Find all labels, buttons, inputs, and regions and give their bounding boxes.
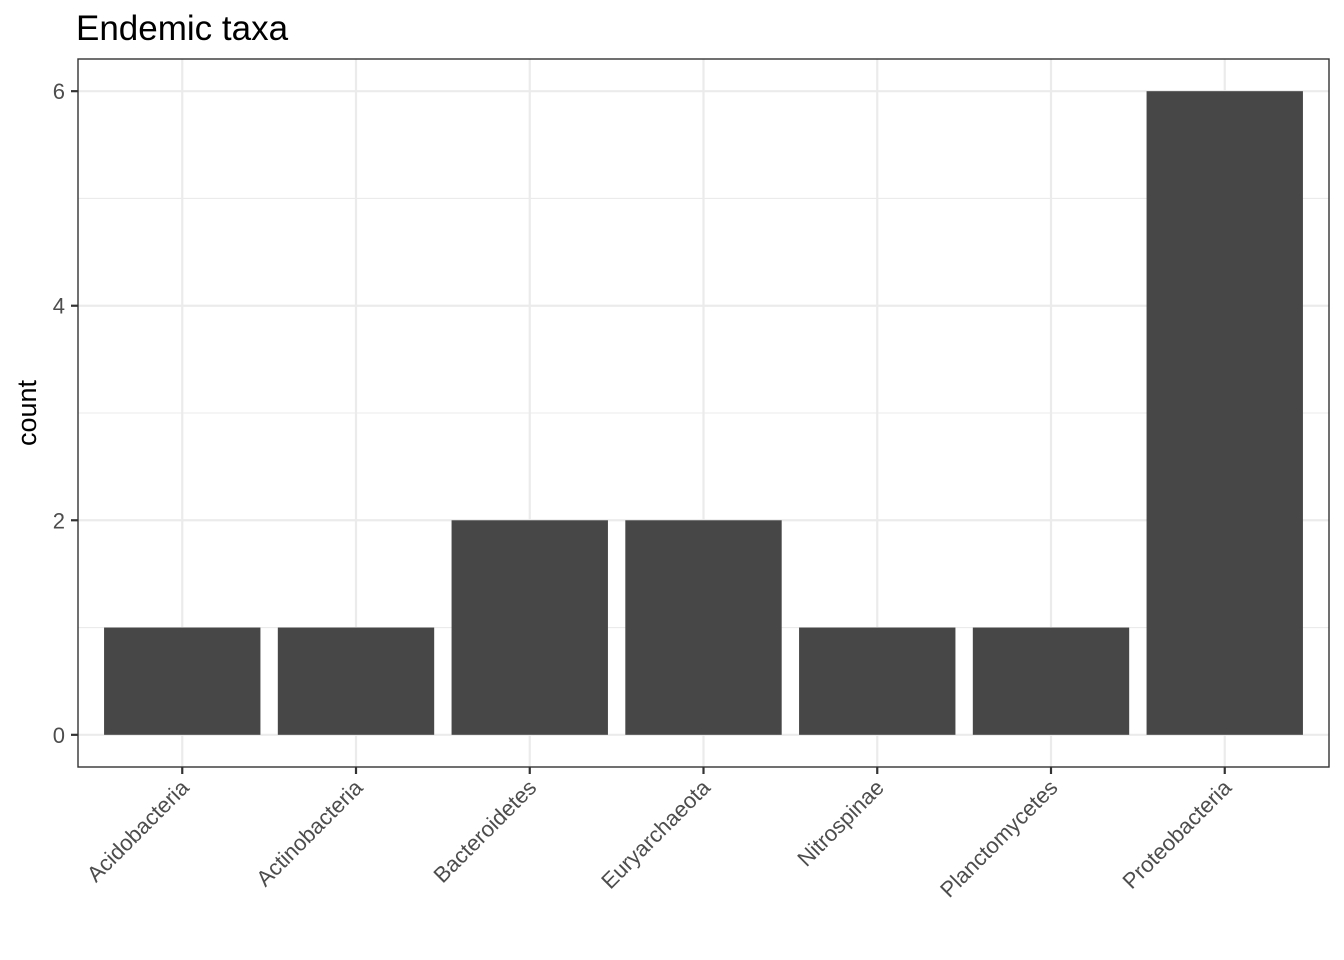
x-tick-label: Euryarchaeota <box>596 774 715 893</box>
bar-acidobacteria <box>104 627 261 735</box>
bar-euryarchaeota <box>625 520 782 735</box>
y-axis: 0 2 4 6 <box>53 79 78 748</box>
y-tick-label: 6 <box>53 79 65 104</box>
bar-bacteroidetes <box>451 520 608 735</box>
bars <box>104 91 1303 735</box>
x-tick-label: Proteobacteria <box>1117 774 1236 893</box>
x-tick-label: Bacteroidetes <box>428 775 541 888</box>
bar-actinobacteria <box>277 627 435 735</box>
bar-planctomycetes <box>972 627 1130 735</box>
x-tick-label: Nitrospinae <box>792 775 888 871</box>
y-tick-label: 2 <box>53 508 65 533</box>
x-tick-label: Planctomycetes <box>935 775 1062 902</box>
bar-nitrospinae <box>799 627 956 735</box>
x-tick-label: Acidobacteria <box>82 774 194 886</box>
y-axis-title: count <box>12 379 42 446</box>
bar-proteobacteria <box>1146 91 1303 735</box>
x-axis: Acidobacteria Actinobacteria Bacteroidetes… <box>82 767 1237 902</box>
y-tick-label: 0 <box>53 723 65 748</box>
x-tick-label: Actinobacteria <box>251 774 368 891</box>
chart-title: Endemic taxa <box>76 9 289 48</box>
y-tick-label: 4 <box>53 294 65 319</box>
